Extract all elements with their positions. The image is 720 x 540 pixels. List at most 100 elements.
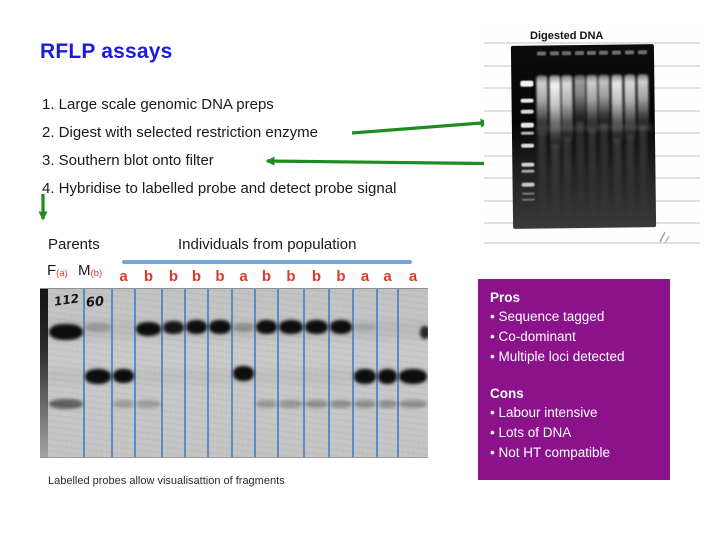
gel-lane-smear (560, 75, 573, 144)
blot-band-bottom (378, 400, 397, 408)
blot-band-top (305, 320, 328, 334)
blot-band-top (209, 320, 231, 334)
ladder-band (521, 192, 535, 195)
cons-item: • Lots of DNA (490, 425, 572, 440)
notebook-line (484, 42, 700, 44)
blot-band-middle (113, 369, 134, 383)
ladder-band (520, 98, 534, 103)
gel-well (536, 51, 546, 56)
genotype-letter: b (261, 268, 272, 285)
blot-band-bottom (354, 400, 376, 408)
gel-photo-label: Digested DNA (530, 30, 604, 42)
lane-divider (230, 289, 234, 457)
blot-band-middle (378, 368, 397, 384)
pros-item: • Multiple loci detected (490, 349, 625, 364)
blot-band-middle (233, 365, 254, 381)
genotype-letter: b (143, 268, 154, 285)
gel-lane-streak (537, 131, 548, 220)
blot-band-top (256, 320, 277, 334)
genotype-letter: a (360, 268, 370, 285)
gel-well (624, 50, 634, 55)
ladder-band (521, 143, 535, 148)
gel-lane-smear (548, 75, 561, 151)
gel-lane-streak (575, 120, 586, 220)
parents-label: Parents (48, 236, 100, 253)
southern-blot-image: 112 60 (40, 288, 428, 458)
blot-band-top (330, 320, 352, 334)
ladder-band (520, 131, 534, 135)
genotype-letter: b (215, 268, 225, 285)
gel-well (561, 51, 571, 56)
blot-band-middle (354, 368, 376, 384)
digested-dna-photo: Digested DNA (484, 22, 700, 248)
notebook-line (484, 242, 700, 244)
process-step: 1. Large scale genomic DNA preps (42, 96, 274, 113)
blot-band-top (136, 322, 161, 336)
lane-divider (302, 289, 306, 457)
film-edge (40, 289, 48, 457)
pros-cons-box: Pros • Sequence tagged • Co-dominant • Mul… (478, 279, 670, 480)
gel-lane-streak (551, 144, 561, 220)
steps-list: 1. Large scale genomic DNA preps 2. Diges… (42, 96, 462, 208)
lane-divider (183, 289, 187, 457)
lane-divider (276, 289, 280, 457)
pros-list: • Sequence tagged • Co-dominant • Multiple… (490, 307, 662, 367)
blot-band-bottom (136, 400, 161, 408)
lane-divider (351, 289, 355, 457)
blot-band-top (85, 322, 111, 332)
gel-lane-smear (573, 74, 586, 128)
genotype-letter: b (336, 268, 346, 285)
gel-lane-streak (587, 128, 598, 219)
lane-divider (82, 289, 86, 457)
gel-well (611, 50, 621, 55)
ladder-band (521, 198, 535, 201)
lane-divider (253, 289, 257, 457)
blot-band-bottom (279, 400, 303, 408)
lane-divider (396, 289, 400, 457)
ladder-band (520, 109, 534, 114)
blot-band-top (163, 320, 184, 334)
genotype-letter: a (383, 268, 392, 285)
gel-lane-smear (623, 74, 636, 141)
father-letter: F (47, 262, 57, 279)
blot-band-middle (85, 368, 111, 384)
gel-image (510, 44, 657, 229)
blot-caption: Labelled probes allow visualisattion of … (48, 475, 285, 487)
gel-faint-band (535, 124, 654, 132)
lane-divider (110, 289, 114, 457)
genotype-letter: a (119, 268, 128, 285)
father-label: F(a) (47, 262, 68, 279)
lane-divider (375, 289, 379, 457)
genotype-letter: b (168, 268, 179, 285)
gel-lane-smear (610, 74, 623, 145)
genotype-letter: b (311, 268, 322, 285)
gel-well (598, 50, 608, 55)
ladder-band (520, 80, 534, 87)
blot-band-bottom (256, 400, 277, 408)
blot-band-top (279, 320, 303, 334)
lane-divider (206, 289, 210, 457)
ladder-band (521, 182, 535, 187)
mother-letter: M (78, 262, 91, 279)
ladder-band (521, 162, 535, 167)
gel-well (586, 50, 596, 55)
gel-lane-smear (597, 74, 610, 130)
handwritten-paper-mark (659, 231, 670, 244)
cons-item: • Not HT compatible (490, 445, 611, 460)
cons-item: • Labour intensive (490, 405, 598, 420)
mother-allele: (b) (90, 268, 103, 279)
gel-lane-streak (638, 126, 649, 219)
genotype-letter: b (191, 268, 202, 285)
process-step: 2. Digest with selected restriction enzy… (42, 124, 318, 141)
ladder-band (520, 122, 534, 128)
blot-band-bottom (49, 399, 83, 409)
pros-title: Pros (490, 290, 521, 305)
gel-lane-streak (599, 123, 610, 219)
blot-band-top (186, 320, 207, 334)
blot-band-top (49, 324, 83, 340)
genotype-letter: b (286, 268, 296, 285)
gel-lane-streak (613, 138, 623, 219)
pros-item: • Sequence tagged (490, 309, 605, 324)
process-step: 4. Hybridise to labelled probe and detec… (42, 180, 397, 197)
genotype-letter: a (239, 268, 248, 285)
